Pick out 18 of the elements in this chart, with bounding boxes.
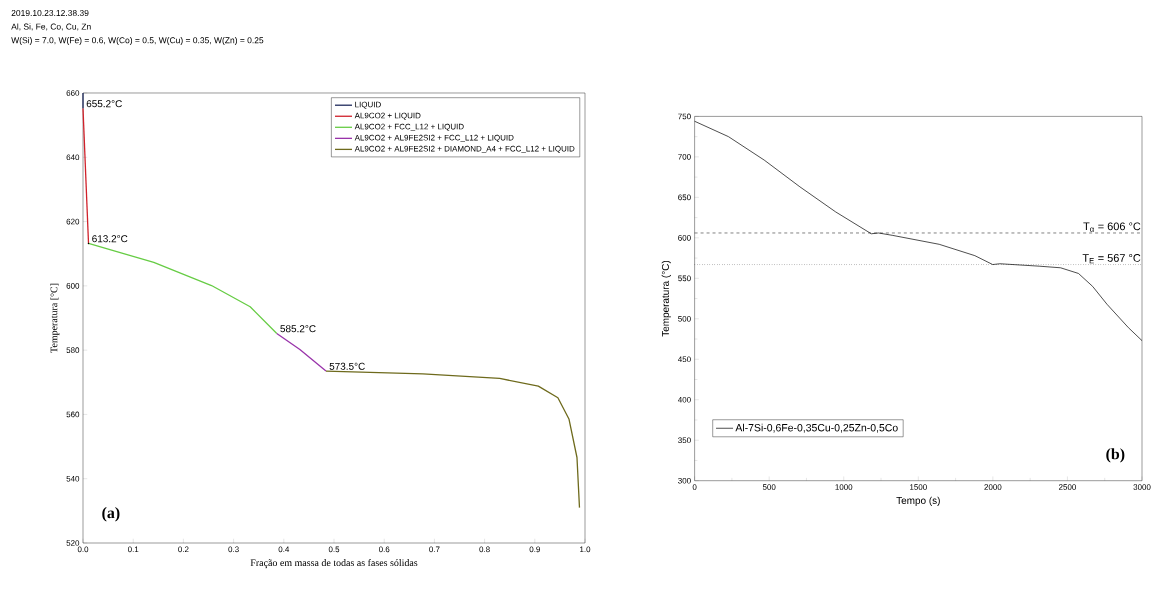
legend-label: Al-7Si-0,6Fe-0,35Cu-0,25Zn-0,5Co: [735, 423, 898, 433]
line-series: [87, 242, 278, 335]
x-axis-title: Fração em massa de todas as fases sólidas: [250, 559, 418, 569]
annotation: 613.2°C: [92, 235, 128, 243]
annotation: 585.2°C: [280, 325, 316, 333]
text: W(Si) = 7.0, W(Fe) = 0.6, W(Co) = 0.5, W(Cu) = 0.35, W(Zn) = 0.25: [11, 37, 264, 45]
ref-line-label: T$_{E}$ = 567 °C: [1082, 254, 1141, 264]
y-axis-title: Temperatura [°C]: [50, 283, 60, 353]
chart-subtitle: Al, Si, Fe, Co, Cu, Zn: [11, 23, 91, 31]
y-axis-title: Temperatura (°C): [661, 260, 671, 337]
annotation: (a): [102, 507, 120, 522]
chart-title: 2019.10.23.12.38.39: [11, 10, 89, 16]
annotation: 573.5°C: [329, 362, 365, 370]
line-series: [325, 370, 581, 509]
ref-line-label: T$_{α}$ = 606 °C: [1083, 222, 1141, 232]
annotation: (b): [1106, 448, 1125, 463]
annotation: 655.2°C: [86, 100, 122, 108]
x-axis-title: Tempo (s): [896, 496, 940, 506]
